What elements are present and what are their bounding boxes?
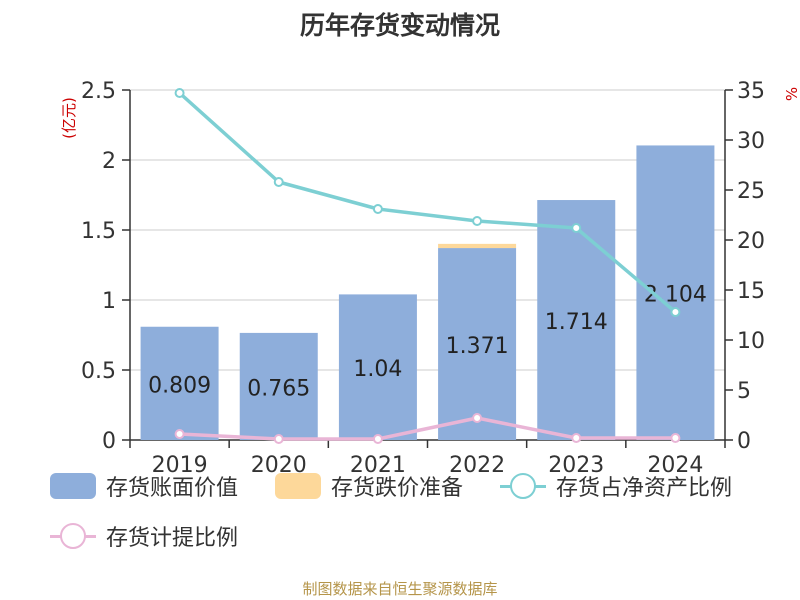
bar-inventory-value — [239, 332, 318, 440]
line-point — [372, 204, 383, 214]
source-footer: 制图数据来自恒生聚源数据库 — [302, 580, 498, 598]
x-tick-label: 2024 — [647, 453, 703, 478]
bar-data-label: 1.714 — [545, 310, 608, 335]
legend-label: 存货计提比例 — [106, 526, 239, 551]
y-right-tick-label: 20 — [737, 229, 765, 254]
line-point — [174, 88, 185, 98]
y-left-tick-label: 0 — [102, 429, 116, 454]
line-point — [273, 177, 284, 187]
legend-item: 存货跌价准备 — [275, 470, 463, 502]
y-left-tick-label: 2.5 — [81, 79, 116, 104]
bar-inventory-value — [636, 145, 715, 440]
chart-title: 历年存货变动情况 — [299, 11, 500, 40]
y-left-tick-label: 0.5 — [81, 359, 116, 384]
bar-data-label: 0.765 — [247, 376, 310, 401]
line-point — [372, 434, 383, 444]
line-point — [174, 429, 185, 439]
bar-impairment-provision — [438, 243, 517, 249]
line-point — [670, 307, 681, 317]
line-point — [472, 216, 483, 226]
legend-label: 存货账面价值 — [106, 476, 239, 501]
y-right-tick-label: 10 — [737, 329, 765, 354]
y-right-tick-label: 35 — [737, 79, 765, 104]
line-point — [571, 223, 582, 233]
legend-item: 存货账面价值 — [50, 470, 238, 502]
line-point — [670, 433, 681, 443]
line-series — [178, 91, 677, 314]
x-tick-label: 2022 — [449, 453, 505, 478]
y-left-tick-label: 1.5 — [81, 219, 116, 244]
y-right-tick-label: 0 — [737, 429, 751, 454]
bar-inventory-value — [338, 294, 417, 440]
x-tick-label: 2023 — [548, 453, 604, 478]
y-right-tick-label: 25 — [737, 179, 765, 204]
legend-swatch — [50, 523, 96, 549]
legend-swatch — [50, 473, 96, 499]
y-left-tick-label: 2 — [102, 149, 116, 174]
bar-data-label: 0.809 — [148, 373, 211, 398]
x-tick-label: 2021 — [350, 453, 406, 478]
y-right-tick-label: 30 — [737, 129, 765, 154]
y-right-tick-label: 15 — [737, 279, 765, 304]
y-right-tick-label: 5 — [737, 379, 751, 404]
legend-swatch — [275, 473, 321, 499]
bar-inventory-value — [140, 326, 219, 440]
y-left-tick-label: 1 — [102, 289, 116, 314]
y-right-axis-label: % — [783, 87, 800, 101]
legend-label: 存货占净资产比例 — [556, 476, 733, 501]
bar-inventory-value — [438, 248, 517, 440]
legend-swatch — [500, 473, 546, 499]
legend-item: 存货占净资产比例 — [500, 470, 732, 502]
bar-data-label: 1.371 — [446, 334, 509, 359]
x-tick-label: 2019 — [152, 453, 208, 478]
line-point — [571, 433, 582, 443]
legend-label: 存货跌价准备 — [331, 476, 464, 501]
bar-data-label: 1.04 — [353, 357, 402, 382]
legend-item: 存货计提比例 — [50, 520, 238, 552]
line-point — [472, 413, 483, 423]
line-point — [273, 434, 284, 444]
line-series — [179, 416, 676, 441]
y-left-axis-label: (亿元) — [60, 97, 78, 139]
bar-inventory-value — [537, 200, 616, 440]
